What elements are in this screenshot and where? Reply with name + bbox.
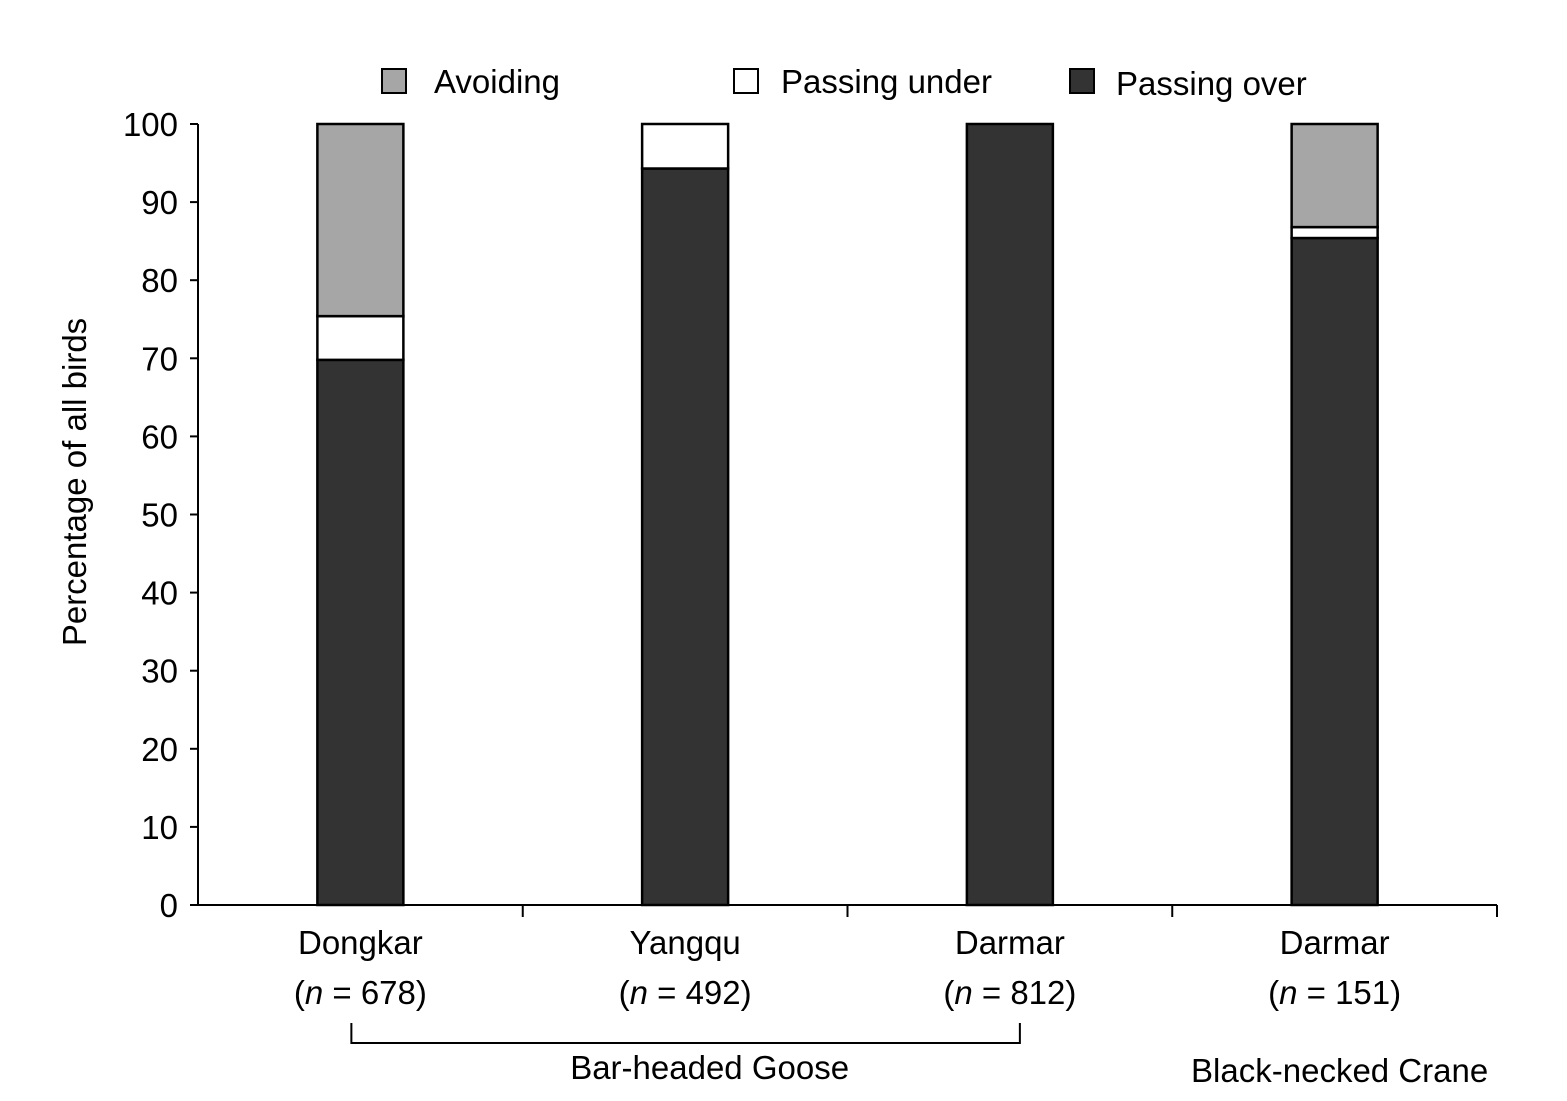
bar-segment-passing-over — [640, 167, 730, 907]
axes: 0 10 20 30 40 50 60 70 80 90 100 — [123, 106, 1498, 924]
y-tick-label: 20 — [141, 731, 178, 768]
legend-label: Avoiding — [434, 63, 560, 100]
bar-segment-passing-over — [965, 122, 1055, 907]
category-label: Darmar — [955, 924, 1065, 961]
sample-size-label: (n = 678) — [294, 974, 427, 1011]
category-labels: Dongkar (n = 678) Yangqu (n = 492) Darmar (n … — [294, 924, 1401, 1011]
y-tick-label: 60 — [141, 418, 178, 455]
category-label: Dongkar — [298, 924, 423, 961]
group-labels: Bar-headed Goose Black-necked Crane — [350, 1023, 1488, 1089]
legend-swatch — [1069, 68, 1095, 94]
bar-segment-passing-over — [316, 358, 405, 907]
y-tick-label: 70 — [141, 340, 178, 377]
legend-label: Passing over — [1116, 65, 1307, 102]
y-tick-label: 50 — [141, 497, 178, 534]
y-tick-label: 90 — [141, 184, 178, 221]
category-label: Yangqu — [629, 924, 740, 961]
group-bracket — [350, 1023, 1021, 1044]
bar-segment-passing-over — [1290, 236, 1379, 907]
group-label: Bar-headed Goose — [570, 1049, 849, 1086]
y-tick-label: 100 — [123, 106, 178, 143]
sample-size-label: (n = 812) — [943, 974, 1076, 1011]
legend-swatch — [381, 68, 407, 94]
category-label: Darmar — [1280, 924, 1390, 961]
legend-swatch — [733, 68, 759, 94]
legend-label: Passing under — [781, 63, 992, 100]
bars — [316, 122, 1379, 907]
y-tick-label: 0 — [160, 887, 178, 924]
bar-segment-passing-under — [316, 314, 405, 362]
group-label: Black-necked Crane — [1191, 1052, 1488, 1089]
y-tick-label: 40 — [141, 575, 178, 612]
bar-segment-passing-under — [640, 122, 730, 170]
sample-size-label: (n = 492) — [619, 974, 752, 1011]
y-tick-label: 30 — [141, 653, 178, 690]
y-tick-label: 10 — [141, 809, 178, 846]
bar-segment-avoiding — [316, 122, 405, 318]
bar-segment-passing-under — [1290, 225, 1379, 240]
bar-segment-avoiding — [1290, 122, 1379, 229]
y-tick-label: 80 — [141, 262, 178, 299]
legend: Avoiding Passing under Passing over — [381, 63, 1307, 102]
sample-size-label: (n = 151) — [1268, 974, 1401, 1011]
y-axis-title: Percentage of all birds — [56, 318, 93, 646]
